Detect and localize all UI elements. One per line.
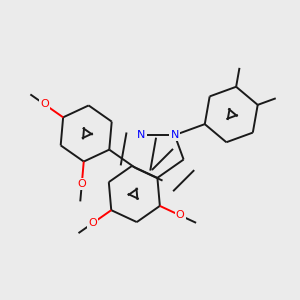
Text: O: O [88, 218, 97, 228]
Text: N: N [137, 130, 146, 140]
Text: N: N [170, 130, 179, 140]
Text: O: O [40, 100, 49, 110]
Text: O: O [176, 210, 184, 220]
Text: O: O [77, 179, 86, 189]
